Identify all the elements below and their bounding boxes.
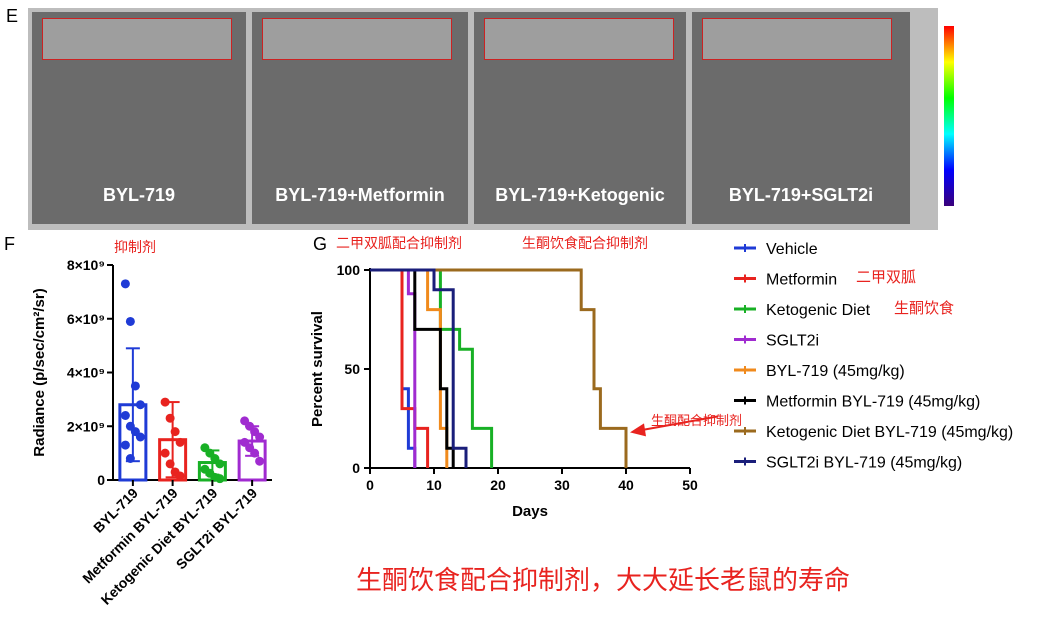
- x-axis-label: Days: [512, 503, 548, 520]
- radiance-bar-chart: 0 2×10⁹ 4×10⁹ 6×10⁹ 8×10⁹ Radiance (p/sec/cm²…: [31, 257, 272, 608]
- imaging-panel-label: BYL-719: [102, 185, 176, 205]
- data-point: [130, 381, 140, 391]
- data-point: [165, 459, 175, 469]
- legend-label: Vehicle: [766, 241, 818, 258]
- imaging-panel-label: BYL-719+Metformin: [275, 185, 445, 205]
- y-tick-label: 6×10⁹: [67, 311, 105, 327]
- y-tick-label: 100: [337, 262, 361, 278]
- y-tick-label: 2×10⁹: [67, 418, 105, 434]
- legend-label: Metformin: [766, 272, 837, 289]
- imaging-panel-label: BYL-719+SGLT2i: [728, 185, 874, 205]
- legend-label: Metformin BYL-719 (45mg/kg): [766, 394, 980, 411]
- data-point: [125, 316, 135, 326]
- survival-line: [370, 268, 417, 468]
- legend-label: SGLT2i: [766, 333, 819, 350]
- data-point: [120, 279, 130, 289]
- panel-letter-g: G: [313, 234, 328, 254]
- survival-line: [370, 268, 494, 468]
- annotation-keto-combo: 生酮饮食配合抑制剂: [522, 236, 648, 252]
- annotation-arrow-head: [630, 423, 646, 437]
- x-tick-label: 40: [618, 477, 634, 493]
- survival-line: [370, 268, 455, 468]
- x-tick-label: 50: [682, 477, 698, 493]
- legend-note-keto: 生酮饮食: [894, 299, 955, 317]
- panel-letter-f: F: [4, 234, 15, 254]
- imaging-strip: BYL-719 BYL-719+Metformin BYL-719+Ketoge…: [28, 8, 954, 230]
- data-point: [135, 400, 145, 410]
- data-point: [135, 432, 145, 442]
- legend-label: Ketogenic Diet BYL-719 (45mg/kg): [766, 424, 1013, 441]
- imaging-panel: BYL-719+SGLT2i: [692, 12, 910, 224]
- conclusion-text: 生酮饮食配合抑制剂，大大延长老鼠的寿命: [356, 566, 851, 596]
- y-tick-label: 0: [97, 472, 105, 488]
- data-point: [215, 459, 225, 469]
- data-point: [250, 448, 260, 458]
- y-tick-label: 8×10⁹: [67, 257, 105, 273]
- imaging-panel: BYL-719+Ketogenic: [474, 12, 686, 224]
- data-point: [160, 448, 170, 458]
- data-point: [175, 437, 185, 447]
- panel-letter-e: E: [6, 6, 19, 26]
- data-point: [120, 440, 130, 450]
- legend-label: Ketogenic Diet: [766, 302, 871, 319]
- y-axis-label: Radiance (p/sec/cm²/sr): [31, 288, 48, 456]
- legend-label: SGLT2i BYL-719 (45mg/kg): [766, 455, 962, 472]
- imaging-panel: BYL-719+Metformin: [252, 12, 468, 224]
- imaging-panel-label: BYL-719+Ketogenic: [495, 185, 665, 205]
- data-point: [170, 427, 180, 437]
- annotation-metformin-combo: 二甲双胍配合抑制剂: [336, 236, 462, 252]
- annotation-arrow-shaft: [639, 415, 719, 432]
- data-point: [125, 454, 135, 463]
- data-point: [165, 413, 175, 423]
- survival-line: [370, 268, 430, 468]
- data-point: [215, 474, 225, 484]
- data-point: [175, 471, 185, 481]
- survival-chart: 0 10 20 30 40 50 0 50 100 Days Percent survival: [309, 262, 719, 520]
- y-tick-label: 4×10⁹: [67, 365, 105, 381]
- x-tick-label: 0: [366, 477, 374, 493]
- data-point: [120, 411, 130, 420]
- annotation-inhibitor: 抑制剂: [114, 240, 156, 256]
- x-tick-label: 20: [490, 477, 506, 493]
- y-tick-label: 0: [352, 460, 360, 476]
- roi-box: [262, 18, 452, 60]
- survival-legend: Vehicle Metformin Ketogenic Diet SGLT2i BYL-…: [734, 241, 1013, 472]
- y-tick-label: 50: [344, 361, 360, 377]
- radiance-color-scale: [944, 26, 954, 206]
- roi-box: [702, 18, 892, 60]
- roi-box: [484, 18, 674, 60]
- roi-box: [42, 18, 232, 60]
- x-tick-label: 10: [426, 477, 442, 493]
- imaging-panel: BYL-719: [32, 12, 246, 224]
- survival-line: [370, 268, 468, 468]
- data-point: [255, 432, 265, 442]
- y-axis-label: Percent survival: [309, 311, 326, 427]
- x-tick-label: 30: [554, 477, 570, 493]
- legend-note-metformin: 二甲双胍: [856, 268, 917, 286]
- survival-line: [370, 268, 628, 468]
- legend-label: BYL-719 (45mg/kg): [766, 363, 905, 380]
- data-point: [255, 456, 265, 466]
- data-point: [160, 397, 170, 407]
